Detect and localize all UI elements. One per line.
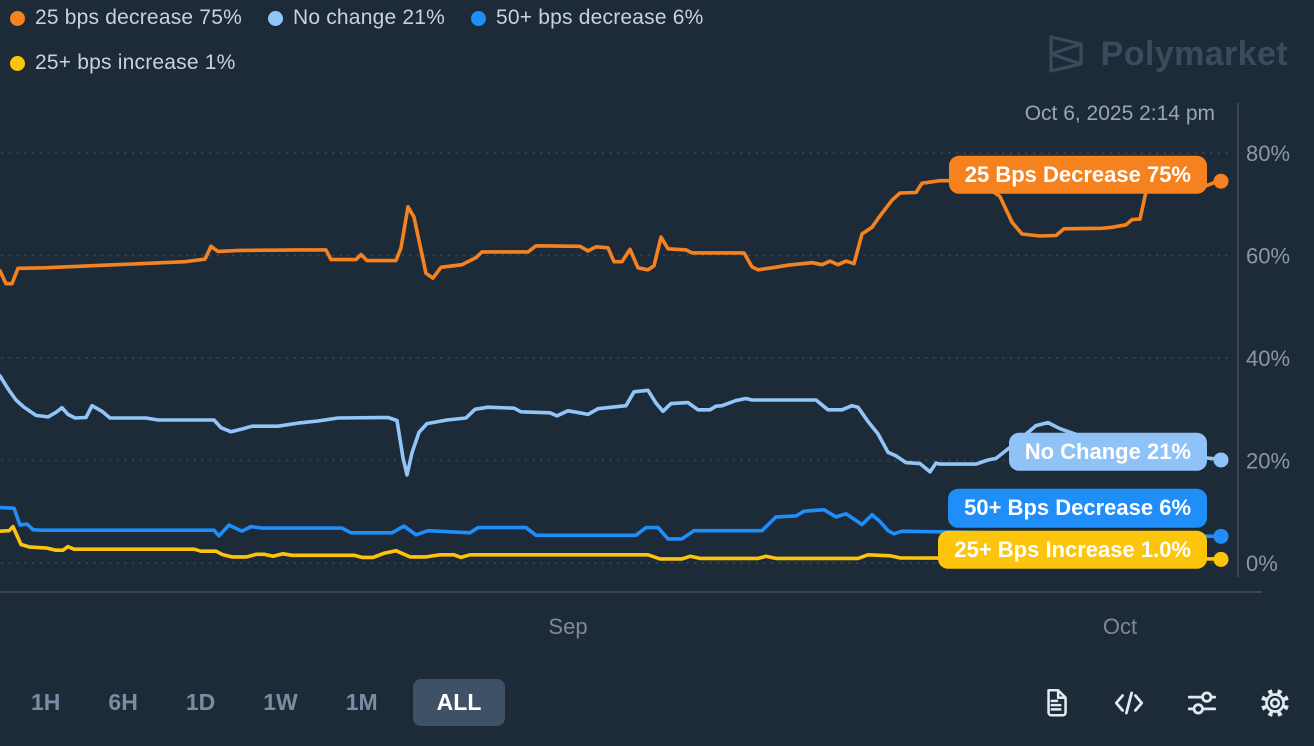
legend-item-3[interactable]: 25+ bps increase 1% bbox=[10, 51, 236, 75]
series-end-dot bbox=[1213, 452, 1229, 468]
document-icon[interactable] bbox=[1039, 686, 1073, 720]
legend-label: 25 bps decrease 75% bbox=[35, 6, 242, 29]
polymarket-logo-icon bbox=[1049, 35, 1083, 73]
x-axis-tick: Oct bbox=[1103, 614, 1137, 639]
legend-item-1[interactable]: No change 21% bbox=[267, 6, 445, 30]
timeframe-button-all[interactable]: ALL bbox=[412, 679, 506, 726]
series-line-50-bps-decrease bbox=[0, 505, 1224, 541]
series-line-25-bps-increase bbox=[0, 524, 1224, 561]
polymarket-logo: Polymarket bbox=[1044, 32, 1288, 76]
legend-item-0[interactable]: 25 bps decrease 75% bbox=[10, 6, 242, 30]
y-axis-tick: 60% bbox=[1246, 244, 1290, 269]
timeframe-toolbar: 1H 6H 1D 1W 1M ALL bbox=[18, 679, 506, 726]
legend-label: 25+ bps increase 1% bbox=[35, 51, 236, 74]
chart-action-buttons bbox=[1039, 686, 1292, 720]
series-value-pill-1: No Change 21% bbox=[1008, 432, 1207, 471]
legend-dot-icon bbox=[10, 10, 25, 26]
polymarket-logo-text: Polymarket bbox=[1100, 34, 1288, 73]
series-value-pill-0: 25 Bps Decrease 75% bbox=[948, 155, 1207, 194]
legend: 25 bps decrease 75% No change 21% 50+ bps … bbox=[10, 6, 870, 75]
legend-label: No change 21% bbox=[292, 6, 445, 29]
x-axis-tick: Sep bbox=[548, 614, 587, 639]
chart-area[interactable]: 80% 60% 40% 20% 0% Sep Oct 25 Bps Decrease 75% N… bbox=[0, 0, 1314, 662]
y-axis-tick: 20% bbox=[1246, 449, 1290, 474]
code-icon[interactable] bbox=[1112, 686, 1146, 720]
series-line-no-change bbox=[0, 374, 1224, 477]
legend-label: 50+ bps decrease 6% bbox=[496, 6, 704, 29]
series-end-dot bbox=[1213, 173, 1229, 189]
timeframe-button-6h[interactable]: 6H bbox=[95, 679, 150, 726]
probability-line-chart[interactable]: 80% 60% 40% 20% 0% Sep Oct bbox=[0, 0, 1314, 662]
y-axis-tick: 80% bbox=[1246, 141, 1290, 166]
legend-dot-icon bbox=[10, 55, 25, 71]
series-end-dot bbox=[1213, 551, 1229, 567]
chart-timestamp: Oct 6, 2025 2:14 pm bbox=[1024, 102, 1215, 125]
series-value-pill-2: 50+ Bps Decrease 6% bbox=[948, 488, 1207, 528]
timeframe-button-1w[interactable]: 1W bbox=[250, 679, 311, 726]
timeframe-button-1h[interactable]: 1H bbox=[18, 679, 73, 726]
filters-icon[interactable] bbox=[1185, 686, 1219, 720]
y-axis-tick: 40% bbox=[1246, 346, 1290, 371]
y-axis-tick: 0% bbox=[1246, 551, 1278, 576]
settings-icon[interactable] bbox=[1258, 686, 1292, 720]
timeframe-button-1d[interactable]: 1D bbox=[173, 679, 228, 726]
legend-dot-icon bbox=[471, 10, 486, 26]
timeframe-button-1m[interactable]: 1M bbox=[333, 679, 391, 726]
legend-dot-icon bbox=[267, 10, 283, 26]
series-value-pill-3: 25+ Bps Increase 1.0% bbox=[938, 530, 1207, 570]
series-line-25-bps-decrease bbox=[0, 178, 1224, 286]
series-end-dot bbox=[1213, 528, 1229, 544]
legend-item-2[interactable]: 50+ bps decrease 6% bbox=[471, 6, 704, 30]
